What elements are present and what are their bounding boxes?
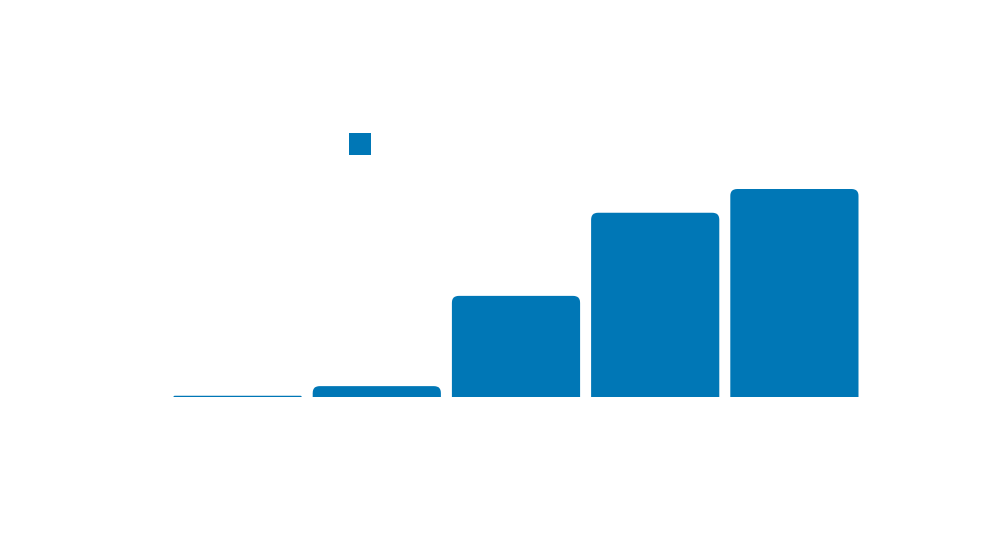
bar-2 — [312, 386, 441, 397]
bar-3 — [451, 295, 581, 397]
bar-4 — [591, 212, 720, 397]
legend-swatch — [349, 133, 371, 155]
legend — [349, 133, 371, 155]
bars — [173, 189, 859, 397]
bar-1 — [173, 395, 302, 397]
bar-5 — [730, 189, 859, 397]
